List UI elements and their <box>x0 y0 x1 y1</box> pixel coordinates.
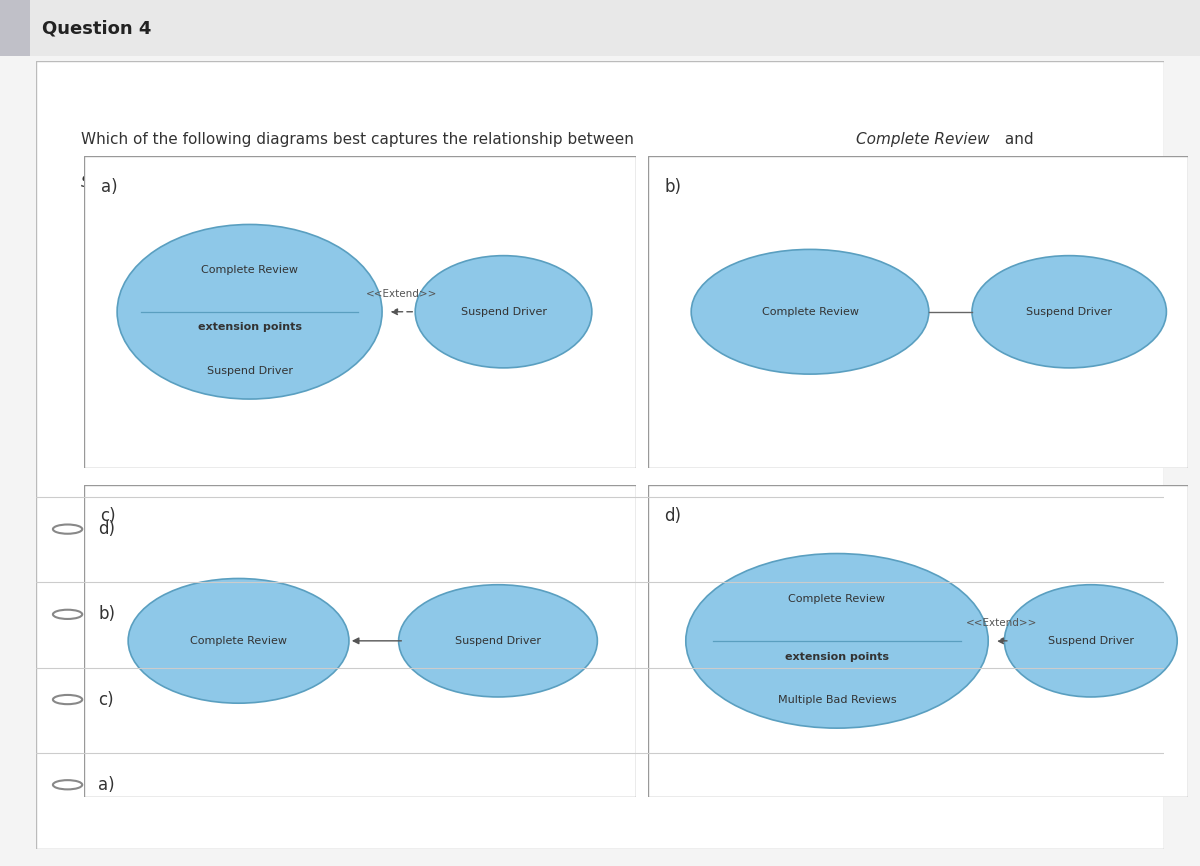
Text: Suspend Driver: Suspend Driver <box>1048 636 1134 646</box>
Text: extension points: extension points <box>198 322 301 333</box>
Text: b): b) <box>98 605 115 624</box>
Text: Which of the following diagrams best captures the relationship between: Which of the following diagrams best cap… <box>82 132 638 147</box>
Text: Complete Review: Complete Review <box>856 132 990 147</box>
Text: and: and <box>1001 132 1034 147</box>
Text: b): b) <box>665 178 682 196</box>
Text: c): c) <box>98 690 114 708</box>
Text: Suspend Driver: Suspend Driver <box>82 175 198 191</box>
FancyBboxPatch shape <box>0 0 30 56</box>
Text: Complete Review: Complete Review <box>190 636 287 646</box>
Text: Multiple Bad Reviews: Multiple Bad Reviews <box>778 695 896 705</box>
FancyBboxPatch shape <box>0 0 1200 56</box>
FancyBboxPatch shape <box>84 156 636 468</box>
FancyBboxPatch shape <box>648 156 1188 468</box>
Ellipse shape <box>398 585 598 697</box>
Text: extension points: extension points <box>785 651 889 662</box>
Ellipse shape <box>128 578 349 703</box>
Text: Complete Review: Complete Review <box>762 307 858 317</box>
Text: Suspend Driver: Suspend Driver <box>455 636 541 646</box>
Ellipse shape <box>1004 585 1177 697</box>
Text: d): d) <box>665 507 682 525</box>
Text: <<Extend>>: <<Extend>> <box>366 289 437 300</box>
FancyBboxPatch shape <box>648 485 1188 797</box>
Text: in Uber?: in Uber? <box>215 175 283 191</box>
Text: Suspend Driver: Suspend Driver <box>1026 307 1112 317</box>
Text: Question 4: Question 4 <box>42 19 151 37</box>
Text: Complete Review: Complete Review <box>788 594 886 604</box>
FancyBboxPatch shape <box>36 61 1164 849</box>
Text: c): c) <box>101 507 116 525</box>
Ellipse shape <box>972 255 1166 368</box>
Text: a): a) <box>98 776 115 794</box>
Text: Complete Review: Complete Review <box>202 265 298 275</box>
Text: Suspend Driver: Suspend Driver <box>206 366 293 376</box>
Ellipse shape <box>686 553 989 728</box>
Ellipse shape <box>691 249 929 374</box>
Ellipse shape <box>118 224 382 399</box>
Text: d): d) <box>98 520 115 538</box>
Ellipse shape <box>415 255 592 368</box>
Text: a): a) <box>101 178 118 196</box>
Text: Suspend Driver: Suspend Driver <box>461 307 546 317</box>
FancyBboxPatch shape <box>84 485 636 797</box>
Text: <<Extend>>: <<Extend>> <box>966 618 1037 629</box>
